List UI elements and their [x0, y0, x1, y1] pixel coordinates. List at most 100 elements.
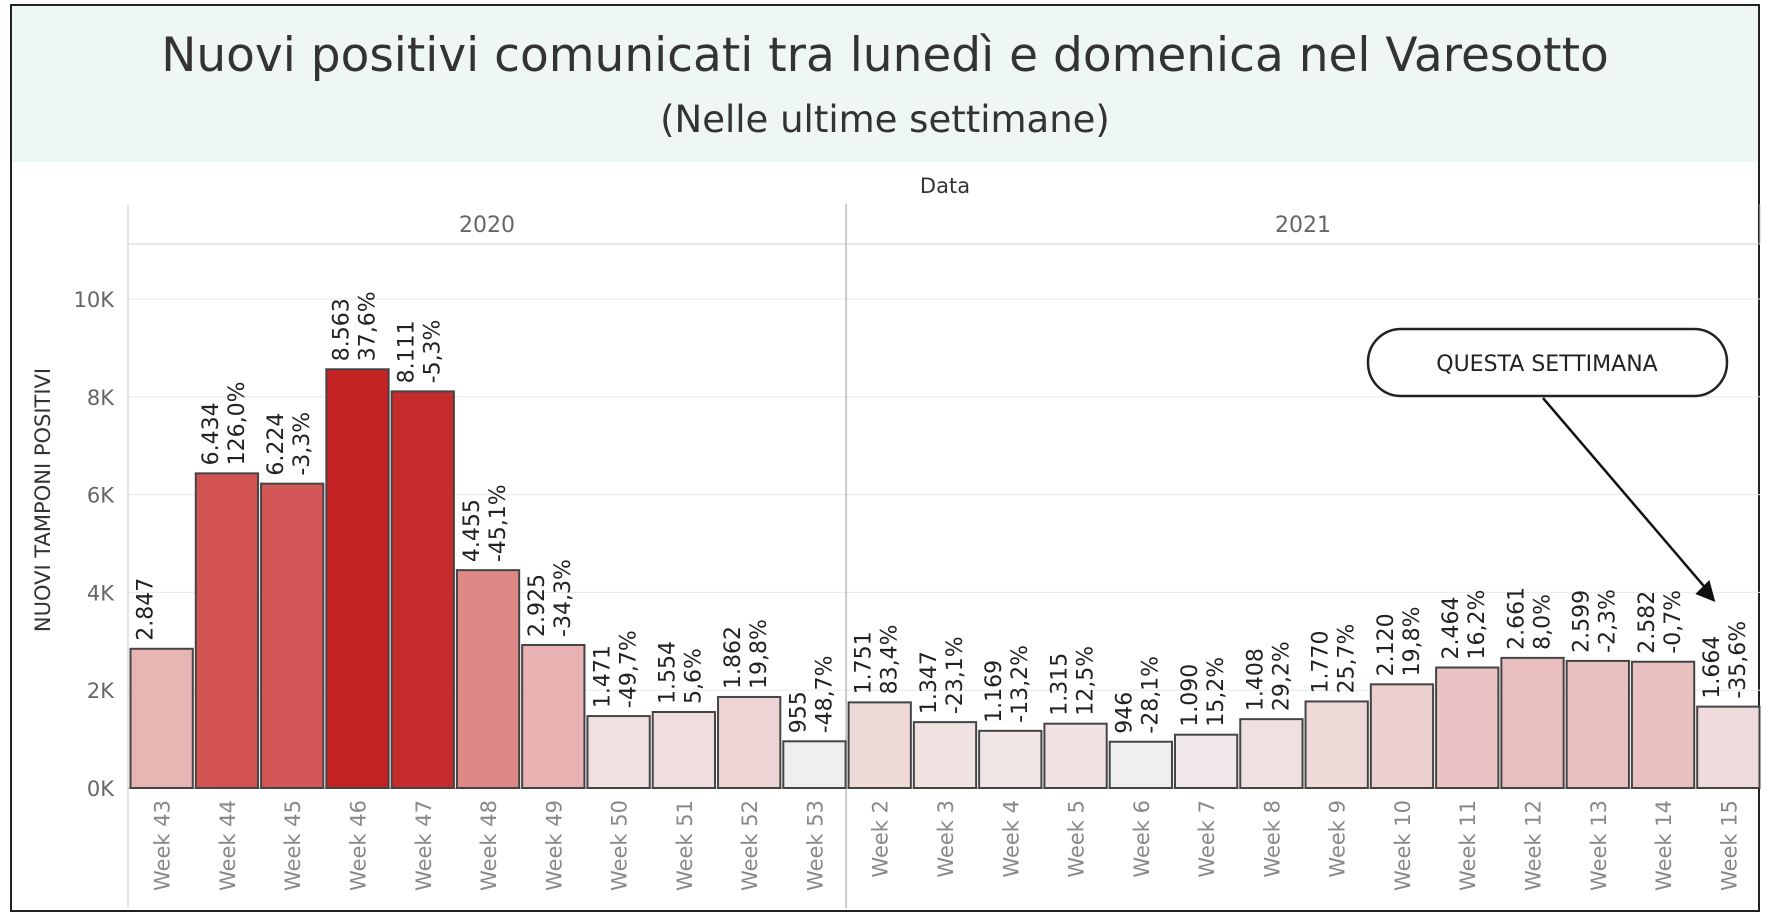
- x-tick-label: Week 45: [281, 800, 305, 891]
- bar-week-10[interactable]: [1369, 683, 1435, 789]
- value-label: 1.347: [917, 651, 942, 714]
- chart-frame: [10, 4, 1760, 912]
- bar-week-6[interactable]: [1108, 740, 1173, 789]
- y-tick-label: 8K: [87, 386, 115, 410]
- bar-week-51[interactable]: [651, 711, 717, 789]
- bar-week-3[interactable]: [912, 721, 978, 790]
- change-label: 126,0%: [225, 381, 250, 465]
- bar-week-2[interactable]: [847, 701, 912, 789]
- value-label: 2.661: [1504, 587, 1529, 650]
- bar-week-8[interactable]: [1239, 718, 1304, 789]
- change-label: -5,3%: [421, 320, 446, 384]
- change-label: 25,7%: [1335, 624, 1360, 694]
- bar-week-50[interactable]: [586, 715, 651, 790]
- value-label: 946: [1113, 692, 1138, 734]
- bar-week-49[interactable]: [521, 643, 586, 790]
- bar-week-53[interactable]: [782, 740, 847, 789]
- value-label: 1.862: [721, 626, 746, 689]
- annotation-arrow-line: [1542, 397, 1714, 597]
- x-tick-label: Week 9: [1326, 800, 1350, 878]
- y-tick-label: 4K: [87, 581, 115, 605]
- x-tick-label: Week 50: [608, 800, 632, 891]
- bar-week-9[interactable]: [1304, 700, 1369, 790]
- x-tick-label: Week 8: [1260, 800, 1284, 878]
- value-label: 8.563: [329, 298, 354, 361]
- x-tick-label: Week 11: [1456, 800, 1480, 891]
- x-tick-label: Week 7: [1195, 800, 1219, 878]
- value-label: 2.120: [1374, 613, 1399, 676]
- value-label: 1.090: [1178, 664, 1203, 727]
- annotation-arrowhead: [1695, 580, 1716, 602]
- value-label: 6.224: [264, 413, 289, 476]
- change-label: -3,3%: [290, 412, 315, 476]
- bar-week-4[interactable]: [978, 729, 1043, 789]
- bar-week-13[interactable]: [1565, 659, 1630, 789]
- x-tick-label: Week 53: [803, 800, 827, 891]
- y-tick-label: 2K: [87, 679, 115, 703]
- change-label: -48,7%: [812, 655, 837, 733]
- x-tick-label: Week 10: [1391, 800, 1415, 891]
- x-tick-label: Week 13: [1587, 800, 1611, 891]
- x-tick-label: Week 46: [346, 800, 370, 891]
- bar-week-45[interactable]: [260, 482, 325, 789]
- change-label: 15,2%: [1204, 657, 1229, 727]
- bar-week-48[interactable]: [455, 569, 521, 790]
- change-label: -2,3%: [1596, 589, 1621, 653]
- value-label: 1.471: [590, 645, 615, 708]
- bar-week-12[interactable]: [1500, 656, 1565, 789]
- year-label-2020: 2020: [459, 213, 515, 238]
- chart-header: Nuovi positivi comunicati tra lunedì e d…: [12, 6, 1758, 162]
- year-label-2021: 2021: [1275, 213, 1331, 238]
- y-tick-label: 10K: [74, 288, 116, 312]
- x-tick-label: Week 6: [1130, 800, 1154, 878]
- bar-week-5[interactable]: [1043, 722, 1108, 789]
- chart-title: Nuovi positivi comunicati tra lunedì e d…: [161, 28, 1609, 83]
- value-label: 8.111: [395, 320, 420, 383]
- change-label: 12,5%: [1073, 646, 1098, 716]
- x-tick-label: Week 48: [477, 800, 501, 891]
- x-tick-label: Week 52: [738, 800, 762, 891]
- bar-week-44[interactable]: [194, 472, 260, 789]
- value-label: 2.599: [1570, 590, 1595, 653]
- x-tick-label: Week 14: [1652, 800, 1676, 891]
- x-tick-label: Week 43: [151, 800, 175, 891]
- change-label: 19,8%: [747, 619, 772, 689]
- value-label: 4.455: [460, 499, 485, 562]
- bar-week-46[interactable]: [325, 368, 390, 789]
- x-tick-label: Week 12: [1522, 800, 1546, 891]
- y-tick-label: 0K: [87, 777, 115, 801]
- x-tick-label: Week 2: [869, 800, 893, 878]
- value-label: 1.408: [1243, 648, 1268, 711]
- x-tick-label: Week 15: [1717, 800, 1741, 891]
- change-label: -35,6%: [1726, 621, 1751, 699]
- change-label: 19,8%: [1400, 606, 1425, 676]
- change-label: 8,0%: [1530, 594, 1555, 650]
- value-label: 1.770: [1309, 630, 1334, 693]
- value-label: 955: [786, 691, 811, 733]
- change-label: -49,7%: [616, 630, 641, 708]
- bar-week-52[interactable]: [717, 695, 782, 789]
- change-label: 29,2%: [1269, 641, 1294, 711]
- value-label: 1.169: [982, 660, 1007, 723]
- y-axis-title: NUOVI TAMPONI POSITIVI: [31, 368, 55, 632]
- bar-week-11[interactable]: [1435, 666, 1500, 789]
- bar-week-43[interactable]: [129, 647, 194, 789]
- change-label: 16,2%: [1465, 590, 1490, 660]
- x-tick-label: Week 47: [412, 800, 436, 891]
- change-label: -45,1%: [486, 484, 511, 562]
- annotation-text: QUESTA SETTIMANA: [1436, 352, 1657, 377]
- bar-week-15[interactable]: [1696, 705, 1761, 789]
- change-label: 83,4%: [878, 624, 903, 694]
- value-label: 2.847: [134, 578, 159, 641]
- value-label: 1.315: [1047, 653, 1072, 716]
- bar-week-7[interactable]: [1173, 733, 1239, 789]
- value-label: 1.664: [1700, 636, 1725, 699]
- change-label: 37,6%: [355, 291, 380, 361]
- value-label: 2.464: [1439, 597, 1464, 660]
- change-label: 5,6%: [682, 648, 707, 704]
- change-label: -34,3%: [551, 559, 576, 637]
- bar-week-14[interactable]: [1630, 660, 1696, 789]
- bar-week-47[interactable]: [390, 390, 455, 789]
- x-tick-label: Week 44: [216, 800, 240, 891]
